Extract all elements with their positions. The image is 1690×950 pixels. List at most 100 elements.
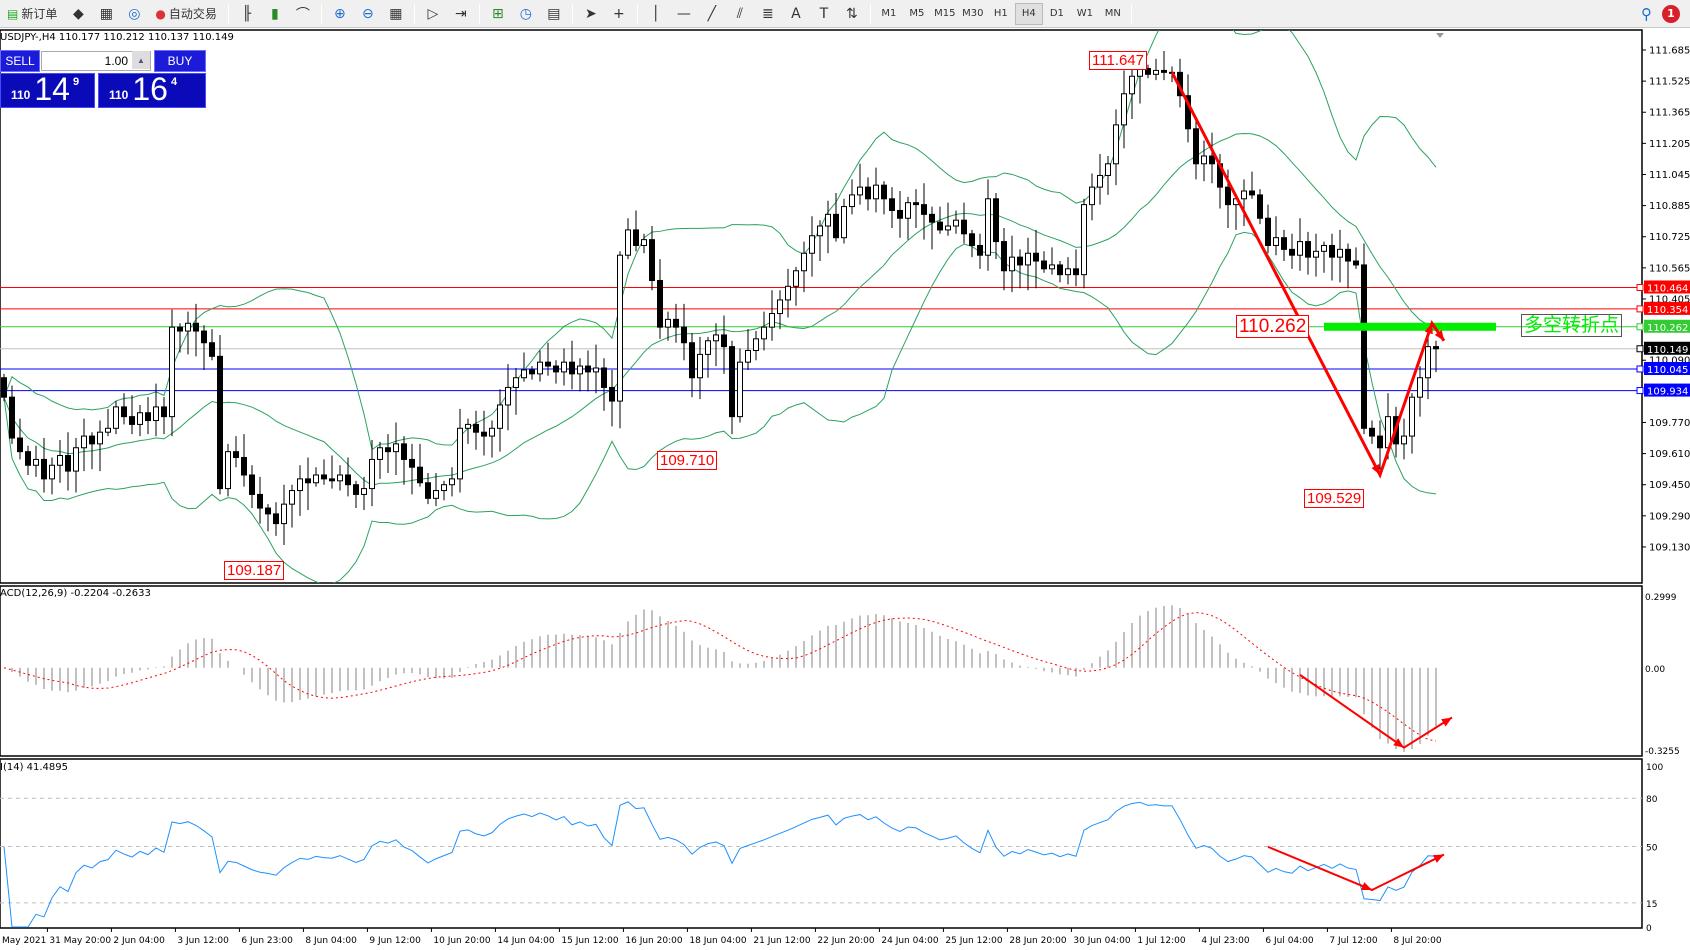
toolbar-separator [1130, 3, 1132, 24]
cursor-icon[interactable]: ➤ [584, 5, 597, 22]
bollinger-upper [3, 30, 1437, 451]
timeframe-h1[interactable]: H1 [993, 8, 1008, 19]
price-extreme-label[interactable]: 111.647 [1089, 51, 1147, 70]
price-extreme-label[interactable]: 109.529 [1304, 489, 1365, 508]
price-extreme-label[interactable]: 109.187 [224, 561, 285, 580]
price-tick-label: 111.365 [1649, 108, 1690, 119]
bar-chart-icon[interactable]: ╟ [242, 5, 252, 22]
arrows-icon[interactable]: ⇅ [845, 5, 858, 22]
data-window-icon[interactable]: ▦ [99, 5, 113, 22]
trend-arrow-head [1424, 323, 1433, 335]
candle-bull [713, 334, 719, 342]
time-label: 10 Jun 20:00 [433, 936, 490, 946]
candle-bull [513, 377, 519, 388]
tile-windows-icon[interactable]: ▦ [389, 5, 403, 22]
time-label: 6 Jun 23:00 [241, 936, 293, 946]
indicators-icon[interactable]: ⊞ [491, 5, 504, 22]
line-handle [1636, 387, 1644, 395]
candle-bear [9, 396, 15, 439]
candle-bear [529, 369, 535, 375]
toolbar-separator [320, 3, 322, 24]
sell-button[interactable]: SELL [0, 50, 40, 72]
price-extreme-label[interactable]: 109.710 [657, 451, 718, 470]
crosshair-icon[interactable]: + [612, 5, 625, 22]
candle-bull [625, 229, 631, 256]
buy-button[interactable]: BUY [154, 50, 206, 72]
level-price-label[interactable]: 110.262 [1236, 314, 1310, 338]
new-order-button[interactable]: ▤ 新订单 [7, 6, 58, 22]
candle-bull [1241, 190, 1247, 200]
candle-bear [1265, 217, 1271, 246]
market-watch-icon[interactable]: ◆ [72, 5, 84, 22]
templates-icon[interactable]: ▤ [547, 5, 561, 22]
macd-tick-label: 0.2999 [1645, 593, 1677, 603]
trendline-icon[interactable]: ╱ [707, 5, 717, 22]
toolbar-separator [478, 3, 480, 24]
candle-bull [1153, 69, 1159, 75]
candle-bear [273, 513, 279, 525]
candle-bear [1377, 435, 1383, 449]
time-label: 15 Jun 12:00 [561, 936, 618, 946]
candle-bull [697, 353, 703, 379]
bollinger-lower [3, 231, 1437, 583]
rsi-tick-label: 15 [1646, 900, 1657, 910]
notification-badge[interactable]: 1 [1662, 4, 1680, 23]
timeframe-w1[interactable]: W1 [1076, 8, 1093, 19]
equidistant-channel-icon[interactable]: ⫽ [736, 5, 743, 22]
candle-bull [1065, 268, 1071, 276]
candle-bull [745, 350, 751, 363]
time-label: 14 Jun 04:00 [497, 936, 554, 946]
candle-bull [73, 447, 79, 472]
candle-bear [729, 346, 735, 418]
candle-bear [409, 458, 415, 468]
candle-bear [569, 361, 575, 375]
candle-bull [873, 184, 879, 200]
horizontal-line-icon[interactable]: — [676, 5, 691, 22]
candle-bull [849, 194, 855, 208]
zoom-out-icon[interactable]: ⊖ [361, 5, 374, 22]
timeframe-mn[interactable]: MN [1104, 8, 1121, 19]
candle-bull [369, 458, 375, 490]
candle-bull [1049, 264, 1055, 270]
text-icon[interactable]: A [791, 5, 801, 22]
candle-bull [1409, 396, 1415, 437]
macd-label: ACD(12,26,9) -0.2204 -0.2633 [0, 588, 151, 599]
time-label: 6 Jul 04:00 [1265, 936, 1314, 946]
candle-bull [777, 299, 783, 315]
auto-trading-button[interactable]: ● 自动交易 [155, 6, 217, 22]
timeframe-d1[interactable]: D1 [1049, 8, 1064, 19]
text-label-icon[interactable]: T [819, 5, 829, 22]
candle-bear [1289, 248, 1295, 256]
lot-increase-button[interactable]: ▲ [132, 51, 150, 69]
timeframe-m30[interactable]: M30 [962, 8, 984, 19]
candle-bear [89, 435, 95, 445]
buy-price[interactable]: 110 16 4 [98, 73, 206, 108]
signals-icon[interactable]: ◎ [128, 5, 141, 22]
line-chart-icon[interactable]: ⌒ [295, 6, 310, 23]
candle-bear [937, 221, 943, 231]
zoom-in-icon[interactable]: ⊕ [333, 5, 346, 22]
candle-bull [785, 285, 791, 301]
auto-scroll-icon[interactable]: ▷ [427, 5, 439, 22]
vertical-line-icon[interactable]: │ [651, 5, 661, 22]
search-icon[interactable]: ⚲ [1641, 4, 1652, 23]
timeframe-h4[interactable]: H4 [1014, 2, 1043, 25]
periods-icon[interactable]: ◷ [519, 5, 532, 22]
macd-plot [3, 605, 1453, 752]
pivot-zone-text[interactable]: 多空转折点 [1521, 313, 1623, 337]
time-label: 25 Jun 12:00 [945, 936, 1002, 946]
candle-bear [1057, 264, 1063, 276]
timeframe-m1[interactable]: M1 [881, 8, 897, 19]
sell-price[interactable]: 110 14 9 [0, 73, 95, 108]
price-line-label-bg [1644, 341, 1690, 355]
candlestick-icon[interactable]: ▮ [271, 5, 279, 22]
chart-shift-icon[interactable]: ⇥ [454, 5, 467, 22]
fibonacci-icon[interactable]: ≣ [761, 5, 774, 22]
lot-size-input[interactable]: 1.00 [41, 51, 151, 71]
candle-bear [897, 209, 903, 219]
candle-bear [721, 334, 727, 348]
timeframe-m15[interactable]: M15 [934, 8, 956, 19]
timeframe-m5[interactable]: M5 [909, 8, 925, 19]
candle-bear [353, 484, 359, 495]
